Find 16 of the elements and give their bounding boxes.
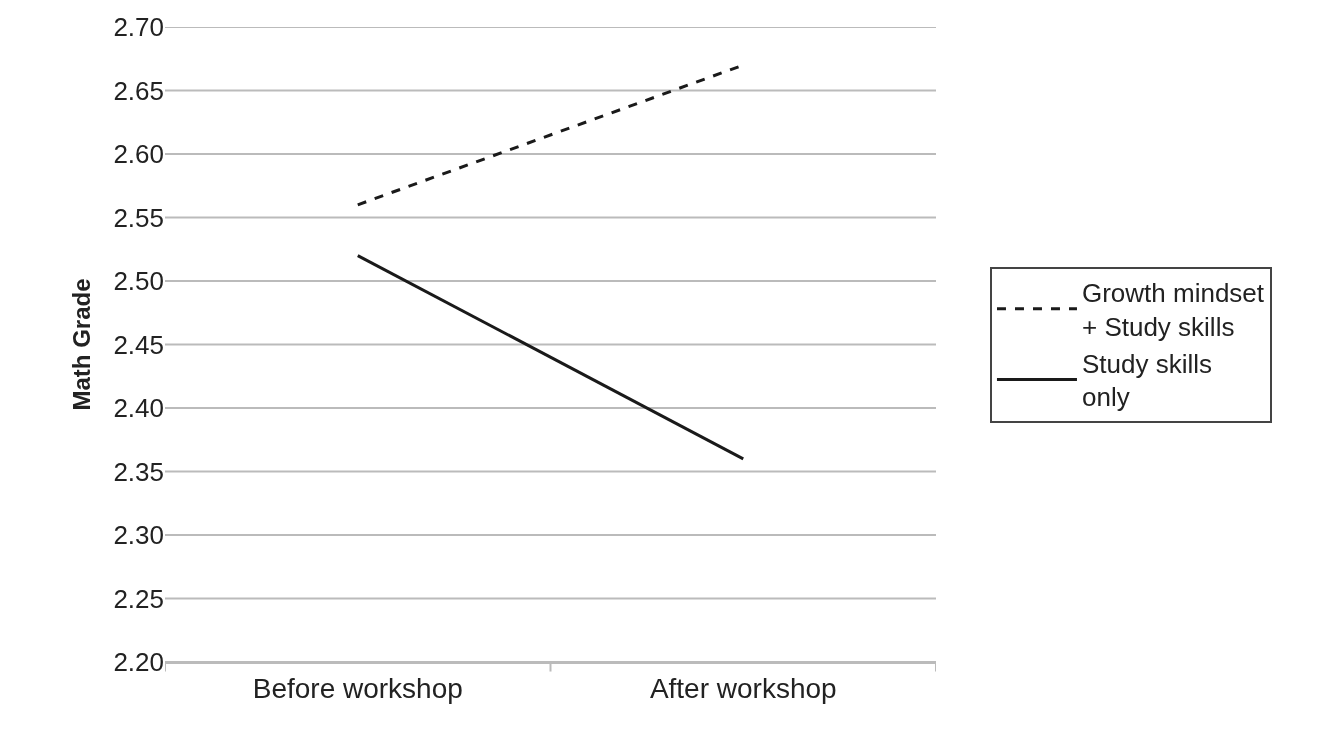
x-tick-label: After workshop (649, 672, 837, 704)
y-tick-label: 2.40 (113, 393, 164, 424)
y-tick-label: 2.55 (113, 202, 164, 233)
y-tick-label: 2.45 (113, 329, 164, 360)
y-tick-label: 2.70 (113, 12, 164, 43)
legend-label: Growth mindset + Study skills (1081, 278, 1265, 342)
y-tick-label: 2.65 (113, 75, 164, 106)
y-tick-label: 2.30 (113, 520, 164, 551)
y-axis-title: Math Grade (68, 278, 96, 411)
y-tick-label: 2.60 (113, 139, 164, 170)
y-tick-label: 2.25 (113, 583, 164, 614)
y-tick-label: 2.20 (113, 647, 164, 678)
legend-label: Study skills only (1081, 348, 1213, 413)
x-tick-label: Before workshop (252, 672, 463, 704)
y-tick-label: 2.35 (113, 456, 164, 487)
y-tick-label: 2.50 (113, 266, 164, 297)
